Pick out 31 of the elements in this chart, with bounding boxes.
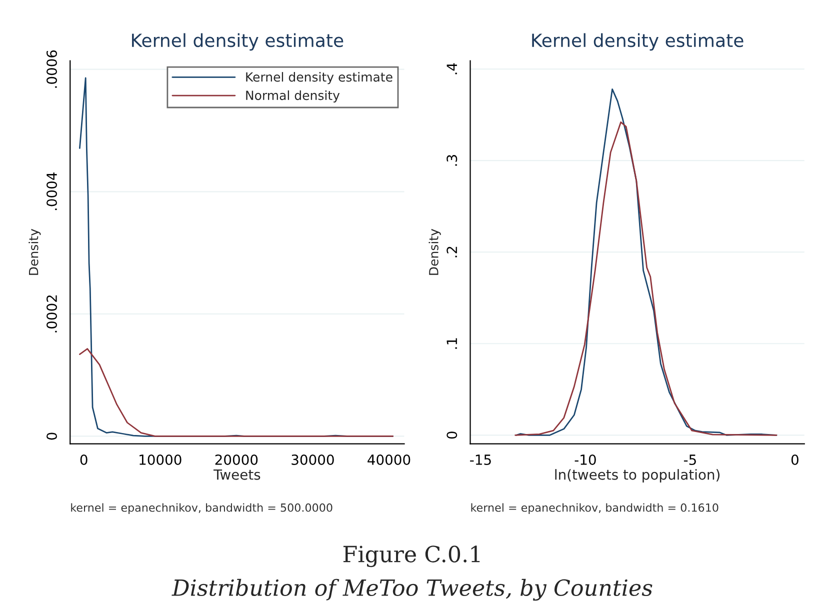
x-axis-title: ln(tweets to population) <box>555 469 720 483</box>
text: Distribution of MeToo Tweets, by Counties <box>172 578 652 601</box>
legend-label: Kernel density estimate <box>246 72 392 84</box>
x-tick-label: 0 <box>791 454 798 466</box>
y-tick-label: .1 <box>446 338 457 349</box>
legend-label: Normal density <box>246 90 340 102</box>
y-axis-title: Density <box>428 228 441 275</box>
y-tick-label: 0 <box>46 432 58 440</box>
x-tick-label: 10000 <box>140 454 182 466</box>
x-tick-label: 0 <box>80 454 88 466</box>
y-tick-label: .2 <box>446 246 457 258</box>
x-tick-label: 20000 <box>215 454 258 466</box>
text: kernel = epanechnikov, bandwidth = 0.1610 <box>471 503 718 514</box>
y-tick-label: .0004 <box>46 172 58 210</box>
y-tick-label: .4 <box>446 63 457 74</box>
text: Figure C.0.1 <box>343 546 480 568</box>
text: kernel = epanechnikov, bandwidth = 500.0000 <box>71 503 332 514</box>
y-tick-label: .3 <box>446 155 458 166</box>
y-tick-label: .0006 <box>46 50 58 88</box>
line-series <box>79 348 394 437</box>
y-tick-label: 0 <box>446 432 458 439</box>
x-tick-label: 40000 <box>368 454 410 466</box>
x-tick-label: -10 <box>574 454 596 466</box>
y-tick-label: .0002 <box>46 295 58 332</box>
y-axis-title: Density <box>28 228 41 275</box>
chart-title: Kernel density estimate <box>132 33 344 51</box>
chart-title: Kernel density estimate <box>532 33 744 51</box>
x-axis-title: Tweets <box>213 470 260 480</box>
x-tick-label: -15 <box>470 454 491 466</box>
x-tick-label: -5 <box>684 454 696 466</box>
x-tick-label: 30000 <box>292 454 334 466</box>
